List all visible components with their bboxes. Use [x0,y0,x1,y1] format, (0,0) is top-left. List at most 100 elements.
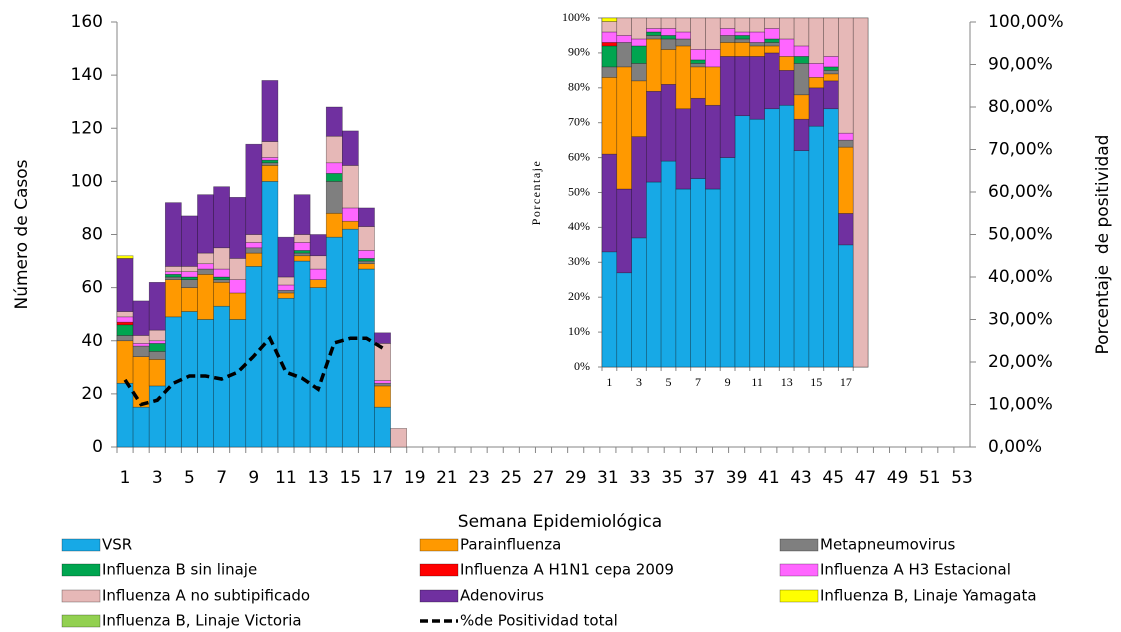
y-tick-label: 10% [568,324,590,338]
x-tick-label: 49 [887,468,909,488]
y2-tick-label: 20,00% [988,352,1053,372]
bar-segment [734,42,751,57]
bar-segment [749,17,765,33]
bar-segment [631,80,647,137]
bar-segment [779,38,795,57]
bar-segment [148,385,166,448]
x-tick-label: 15 [810,375,822,389]
bar-segment [601,251,618,368]
bar-segment [646,17,662,29]
bar-segment [601,45,618,68]
bar-segment [690,63,706,68]
bar-segment [793,56,810,64]
bar-segment [823,108,839,368]
bar-segment [690,97,706,179]
y2-tick-label: 0,00% [988,437,1042,457]
bar-segment [764,45,780,54]
bar-segment [719,35,736,43]
bar-segment [631,45,647,64]
y2-tick-label: 10,00% [988,395,1053,415]
bar-segment [646,28,662,33]
bar-segment [245,234,263,243]
bar-segment [245,242,263,249]
bar-segment [197,268,214,275]
bar-segment [293,252,311,257]
legend-swatch [779,538,819,552]
bar-segment [245,247,263,254]
bar-segment [358,260,375,265]
bar-segment [675,17,691,33]
bar-segment [749,31,765,43]
x-tick-label: 41 [758,468,780,488]
bar-segment [374,332,391,344]
y-axis-title: Porcentaje [529,160,543,226]
bar-segment [793,63,810,96]
bar-segment [705,104,721,190]
bar-segment [116,324,134,336]
bar-segment [293,250,311,254]
x-tick-label: 29 [565,468,587,488]
bar-segment [616,272,632,368]
bar-segment [229,292,247,320]
bar-segment [293,194,311,235]
bar-segment [374,406,391,448]
x-tick-label: 31 [597,468,619,488]
y2-tick-label: 70,00% [988,140,1053,160]
bar-segment [793,94,810,120]
bar-segment [116,335,134,342]
bar-segment [601,42,618,47]
y-tick-label: 100 [71,171,103,191]
bar-segment [601,153,618,253]
x-tick-label: 11 [275,468,297,488]
bar-segment [601,31,618,43]
bar-segment [675,38,691,47]
bar-segment [261,159,279,164]
bar-segment [181,271,198,278]
bar-segment [660,160,677,368]
bar-segment [690,59,706,64]
bar-segment [838,244,854,368]
x-tick-label: 5 [184,468,195,488]
x-tick-label: 27 [533,468,555,488]
bar-segment [116,311,134,318]
bar-segment [616,35,632,43]
bar-segment [148,343,166,352]
bar-segment [838,139,854,148]
inset-chart: 0%10%20%30%40%50%60%70%80%90%100%1 3 5 7 9 11… [529,10,869,389]
bar-segment [719,17,736,29]
bar-segment [148,340,166,344]
bar-segment [374,343,391,381]
y-tick-label: 40% [568,219,590,233]
bar-segment [261,157,279,161]
bar-segment [148,282,166,331]
bar-segment [646,35,662,40]
bar-segment [181,215,198,267]
x-tick-label: 17 [372,468,394,488]
bar-segment [631,237,647,368]
bar-segment [325,106,343,137]
legend-label: Influenza B, Linaje Victoria [102,612,302,630]
y-tick-label: 50% [568,184,590,198]
bar-segment [181,287,198,312]
y2-tick-label: 100,00% [988,12,1064,32]
line-series [123,335,384,407]
bar-segment [705,17,721,50]
bar-segment [808,17,824,64]
y-tick-label: 80 [81,225,103,245]
bar-segment [261,141,279,158]
bar-segment [197,263,214,270]
bar-segment [823,66,839,71]
bar-segment [764,28,780,40]
bar-segment [164,274,182,278]
bar-segment [277,276,295,286]
bar-segment [808,87,824,127]
bar-segment [764,17,780,29]
x-tick-label: 13 [781,375,793,389]
bar-segment [719,42,736,57]
x-tick-label: 7 [695,375,701,389]
bar-segment [358,268,375,448]
bar-segment [690,17,706,50]
bar-segment [705,66,721,106]
